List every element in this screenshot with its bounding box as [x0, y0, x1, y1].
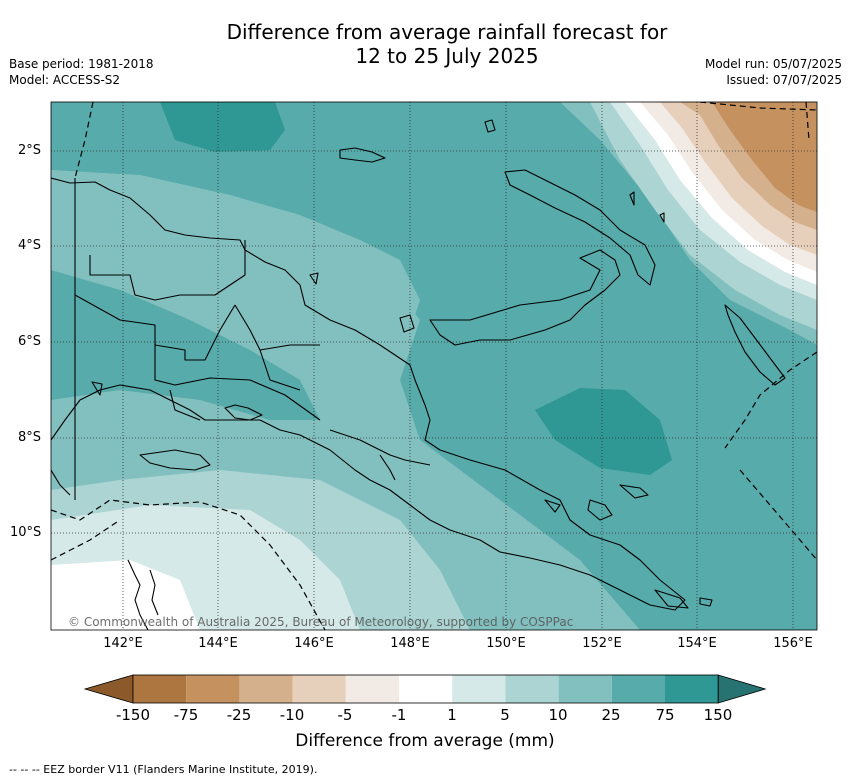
colorbar-tick-label: -5	[337, 706, 353, 724]
eez-footer-note: -- -- -- EEZ border V11 (Flanders Marine…	[9, 763, 318, 776]
colorbar-tick-label: -75	[173, 706, 199, 724]
base-period: Base period: 1981-2018	[9, 57, 154, 71]
new-britain-coast	[429, 249, 621, 346]
cape-york-coast	[127, 559, 159, 630]
colorbar-swatch	[345, 675, 399, 703]
map-field: © Commonwealth of Australia 2025, Bureau…	[51, 102, 817, 630]
lon-label: 146°E	[294, 636, 334, 651]
title-line-2: 12 to 25 July 2025	[355, 44, 539, 68]
lon-label: 154°E	[677, 636, 717, 651]
issued-date: Issued: 07/07/2025	[726, 73, 842, 87]
lat-label: 10°S	[10, 525, 42, 540]
colorbar-tick-label: 1	[447, 706, 457, 724]
manus-coast	[339, 147, 386, 163]
colorbar-swatch	[452, 675, 506, 703]
lon-label: 142°E	[103, 636, 143, 651]
field-darkest-north	[160, 102, 285, 152]
copyright-text: © Commonwealth of Australia 2025, Bureau…	[68, 615, 573, 629]
field-north-lighter	[51, 170, 420, 350]
lat-label: 8°S	[18, 430, 42, 445]
colorbar-swatch	[505, 675, 559, 703]
colorbar-swatch	[292, 675, 346, 703]
lon-label: 144°E	[198, 636, 238, 651]
colorbar-tick-label: -150	[115, 706, 151, 724]
lon-label: 150°E	[486, 636, 526, 651]
colorbar-swatch	[133, 675, 187, 703]
eez-borders	[51, 102, 817, 630]
colorbar-tick-label: 5	[500, 706, 510, 724]
colorbar-swatch	[239, 675, 293, 703]
colorbar-tick-label: 10	[548, 706, 568, 724]
colorbar-tick-label: 75	[655, 706, 675, 724]
colorbar-extend-low	[83, 674, 134, 704]
model-name: Model: ACCESS-S2	[9, 73, 121, 87]
lat-label: 2°S	[18, 143, 42, 158]
colorbar-tick-label: -25	[226, 706, 252, 724]
field-darkest-east	[535, 388, 672, 475]
colorbar-tick-label: 25	[601, 706, 621, 724]
colorbar-extend-high	[717, 674, 767, 704]
colorbar-frame	[132, 674, 719, 704]
colorbar-title: Difference from average (mm)	[295, 731, 555, 751]
model-run: Model run: 05/07/2025	[704, 57, 842, 71]
field-south-white	[51, 560, 200, 630]
lat-label: 6°S	[18, 334, 42, 349]
new-ireland-coast	[504, 169, 656, 286]
colorbar-tick-label: -10	[279, 706, 305, 724]
colorbar-swatch	[558, 675, 612, 703]
colorbar-swatch	[611, 675, 665, 703]
bougainville-coast	[724, 304, 786, 386]
lon-label: 148°E	[390, 636, 430, 651]
colorbar-swatch	[186, 675, 240, 703]
colorbar-swatch	[399, 675, 453, 703]
map-frame	[50, 101, 818, 631]
title-line-1: Difference from average rainfall forecas…	[226, 20, 668, 44]
lon-label: 156°E	[773, 636, 813, 651]
meta-left: Base period: 1981-2018 Model: ACCESS-S2	[9, 56, 154, 88]
colorbar-tick-label: 150	[703, 706, 733, 724]
colorbar	[83, 674, 767, 704]
lat-label: 4°S	[18, 238, 42, 253]
field-ne-dark-brown	[712, 102, 817, 212]
colorbar-swatch	[665, 675, 719, 703]
field-west-band	[51, 270, 320, 420]
new-guinea-coast	[51, 177, 686, 611]
lon-label: 152°E	[582, 636, 622, 651]
map-title: Difference from average rainfall forecas…	[0, 20, 850, 68]
colorbar-tick-label: -1	[391, 706, 407, 724]
meta-right: Model run: 05/07/2025 Issued: 07/07/2025	[705, 56, 842, 88]
coastlines	[51, 119, 786, 630]
